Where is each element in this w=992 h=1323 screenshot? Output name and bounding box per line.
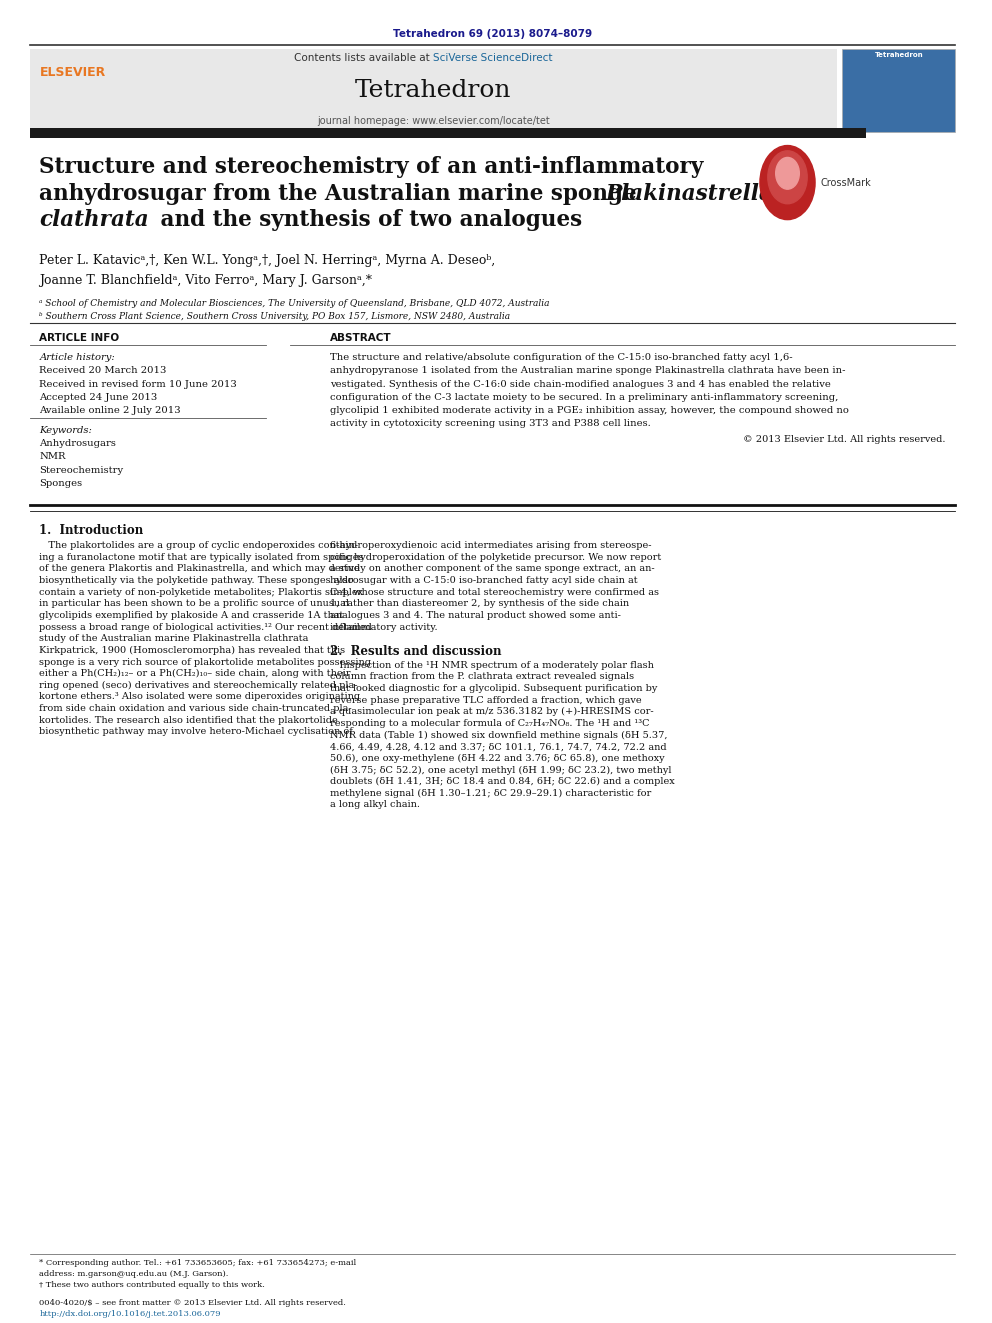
Text: methylene signal (δH 1.30–1.21; δC 29.9–29.1) characteristic for: methylene signal (δH 1.30–1.21; δC 29.9–… [329,789,651,798]
Text: in particular has been shown to be a prolific source of unusual: in particular has been shown to be a pro… [40,599,349,609]
Text: configuration of the C-3 lactate moiety to be secured. In a preliminary anti-inf: configuration of the C-3 lactate moiety … [329,393,838,402]
Text: activity in cytotoxicity screening using 3T3 and P388 cell lines.: activity in cytotoxicity screening using… [329,419,651,429]
Text: ᵇ Southern Cross Plant Science, Southern Cross University, PO Box 157, Lismore, : ᵇ Southern Cross Plant Science, Southern… [40,312,511,321]
Text: doublets (δH 1.41, 3H; δC 18.4 and 0.84, 6H; δC 22.6) and a complex: doublets (δH 1.41, 3H; δC 18.4 and 0.84,… [329,777,675,786]
Text: analogues 3 and 4. The natural product showed some anti-: analogues 3 and 4. The natural product s… [329,611,621,620]
Text: a study on another component of the same sponge extract, an an-: a study on another component of the same… [329,565,655,573]
Text: biosynthetic pathway may involve hetero-Michael cyclisation of: biosynthetic pathway may involve hetero-… [40,728,353,737]
Text: hydrosugar with a C-15:0 iso-branched fatty acyl side chain at: hydrosugar with a C-15:0 iso-branched fa… [329,576,638,585]
Text: ABSTRACT: ABSTRACT [329,333,392,344]
Text: Available online 2 July 2013: Available online 2 July 2013 [40,406,181,415]
Text: NMR: NMR [40,452,65,462]
Text: ARTICLE INFO: ARTICLE INFO [40,333,119,344]
Text: Article history:: Article history: [40,353,115,363]
Circle shape [768,151,807,204]
Text: SciVerse ScienceDirect: SciVerse ScienceDirect [434,53,553,64]
Text: NMR data (Table 1) showed six downfield methine signals (δH 5.37,: NMR data (Table 1) showed six downfield … [329,730,668,740]
Text: Plakinastrella: Plakinastrella [605,183,773,205]
Text: † These two authors contributed equally to this work.: † These two authors contributed equally … [40,1281,265,1289]
Text: 1, rather than diastereomer 2, by synthesis of the side chain: 1, rather than diastereomer 2, by synthe… [329,599,629,609]
Text: study of the Australian marine Plakinastrella clathrata: study of the Australian marine Plakinast… [40,634,309,643]
Text: responding to a molecular formula of C₂₇H₄₇NO₈. The ¹H and ¹³C: responding to a molecular formula of C₂₇… [329,718,650,728]
Text: ᵃ School of Chemistry and Molecular Biosciences, The University of Queensland, B: ᵃ School of Chemistry and Molecular Bios… [40,299,550,308]
Text: Tetrahedron: Tetrahedron [355,79,511,102]
Text: Keywords:: Keywords: [40,426,92,435]
Text: sponge is a very rich source of plakortolide metabolites possessing: sponge is a very rich source of plakorto… [40,658,371,667]
Text: biosynthetically via the polyketide pathway. These sponges also: biosynthetically via the polyketide path… [40,576,354,585]
Text: address: m.garson@uq.edu.au (M.J. Garson).: address: m.garson@uq.edu.au (M.J. Garson… [40,1270,229,1278]
Text: vestigated. Synthesis of the C-16:0 side chain-modified analogues 3 and 4 has en: vestigated. Synthesis of the C-16:0 side… [329,380,830,389]
Text: The structure and relative/absolute configuration of the C-15:0 iso-branched fat: The structure and relative/absolute conf… [329,353,793,363]
Circle shape [776,157,800,189]
Text: Tetrahedron: Tetrahedron [874,52,923,58]
Text: © 2013 Elsevier Ltd. All rights reserved.: © 2013 Elsevier Ltd. All rights reserved… [742,435,945,445]
Text: Kirkpatrick, 1900 (Homoscleromorpha) has revealed that this: Kirkpatrick, 1900 (Homoscleromorpha) has… [40,646,345,655]
Text: Joanne T. Blanchfieldᵃ, Vito Ferroᵃ, Mary J. Garsonᵃ,*: Joanne T. Blanchfieldᵃ, Vito Ferroᵃ, Mar… [40,274,372,287]
Text: and the synthesis of two analogues: and the synthesis of two analogues [153,209,581,232]
Text: Accepted 24 June 2013: Accepted 24 June 2013 [40,393,158,402]
Text: possess a broad range of biological activities.¹² Our recent detailed: possess a broad range of biological acti… [40,623,372,631]
Text: 6-hydroperoxydienoic acid intermediates arising from stereospe-: 6-hydroperoxydienoic acid intermediates … [329,541,652,550]
Text: journal homepage: www.elsevier.com/locate/tet: journal homepage: www.elsevier.com/locat… [316,116,550,127]
Text: reverse phase preparative TLC afforded a fraction, which gave: reverse phase preparative TLC afforded a… [329,696,642,705]
Text: (δH 3.75; δC 52.2), one acetyl methyl (δH 1.99; δC 23.2), two methyl: (δH 3.75; δC 52.2), one acetyl methyl (δ… [329,766,672,774]
Text: Anhydrosugars: Anhydrosugars [40,439,116,448]
Text: clathrata: clathrata [40,209,149,232]
Text: 1.  Introduction: 1. Introduction [40,524,144,537]
Text: Structure and stereochemistry of an anti-inflammatory: Structure and stereochemistry of an anti… [40,156,703,179]
Text: C-4, whose structure and total stereochemistry were confirmed as: C-4, whose structure and total stereoche… [329,587,659,597]
Text: a quasimolecular ion peak at m/z 536.3182 by (+)-HRESIMS cor-: a quasimolecular ion peak at m/z 536.318… [329,708,654,716]
Text: contain a variety of non-polyketide metabolites; Plakortis simplex: contain a variety of non-polyketide meta… [40,587,363,597]
Text: The plakortolides are a group of cyclic endoperoxides contain-: The plakortolides are a group of cyclic … [40,541,358,550]
Text: http://dx.doi.org/10.1016/j.tet.2013.06.079: http://dx.doi.org/10.1016/j.tet.2013.06.… [40,1310,221,1318]
FancyBboxPatch shape [841,49,955,132]
Text: a long alkyl chain.: a long alkyl chain. [329,800,420,810]
Text: either a Ph(CH₂)₁₂– or a Ph(CH₂)₁₀– side chain, along with their: either a Ph(CH₂)₁₂– or a Ph(CH₂)₁₀– side… [40,669,351,679]
Text: Received 20 March 2013: Received 20 March 2013 [40,366,167,376]
Text: ing a furanolactone motif that are typically isolated from sponges: ing a furanolactone motif that are typic… [40,553,364,562]
Text: from side chain oxidation and various side chain-truncated pla-: from side chain oxidation and various si… [40,704,352,713]
Text: * Corresponding author. Tel.: +61 733653605; fax: +61 733654273; e-mail: * Corresponding author. Tel.: +61 733653… [40,1259,357,1267]
Text: that looked diagnostic for a glycolipid. Subsequent purification by: that looked diagnostic for a glycolipid.… [329,684,657,693]
Text: Contents lists available at: Contents lists available at [294,53,434,64]
Text: inflammatory activity.: inflammatory activity. [329,623,437,631]
Text: Received in revised form 10 June 2013: Received in revised form 10 June 2013 [40,380,237,389]
Text: 0040-4020/$ – see front matter © 2013 Elsevier Ltd. All rights reserved.: 0040-4020/$ – see front matter © 2013 El… [40,1299,346,1307]
Text: Tetrahedron 69 (2013) 8074–8079: Tetrahedron 69 (2013) 8074–8079 [393,29,592,40]
Text: 2.  Results and discussion: 2. Results and discussion [329,644,501,658]
Text: Inspection of the ¹H NMR spectrum of a moderately polar flash: Inspection of the ¹H NMR spectrum of a m… [329,660,654,669]
Circle shape [760,146,815,220]
Text: 4.66, 4.49, 4.28, 4.12 and 3.37; δC 101.1, 76.1, 74.7, 74.2, 72.2 and: 4.66, 4.49, 4.28, 4.12 and 3.37; δC 101.… [329,742,667,751]
Text: anhydropyranose 1 isolated from the Australian marine sponge Plakinastrella clat: anhydropyranose 1 isolated from the Aust… [329,366,845,376]
Text: kortone ethers.³ Also isolated were some diperoxides originating: kortone ethers.³ Also isolated were some… [40,692,360,701]
Text: cific hydroperoxidation of the polyketide precursor. We now report: cific hydroperoxidation of the polyketid… [329,553,661,562]
Text: Stereochemistry: Stereochemistry [40,466,123,475]
FancyBboxPatch shape [30,49,836,132]
Text: ring opened (seco) derivatives and stereochemically related pla-: ring opened (seco) derivatives and stere… [40,681,358,689]
Bar [30,128,866,138]
Text: anhydrosugar from the Australian marine sponge: anhydrosugar from the Australian marine … [40,183,645,205]
Text: glycolipid 1 exhibited moderate activity in a PGE₂ inhibition assay, however, th: glycolipid 1 exhibited moderate activity… [329,406,848,415]
Text: Peter L. Katavicᵃ,†, Ken W.L. Yongᵃ,†, Joel N. Herringᵃ, Myrna A. Deseoᵇ,: Peter L. Katavicᵃ,†, Ken W.L. Yongᵃ,†, J… [40,254,496,267]
Text: CrossMark: CrossMark [821,177,872,188]
Text: of the genera Plakortis and Plakinastrella, and which may derive: of the genera Plakortis and Plakinastrel… [40,565,360,573]
Text: glycolipids exemplified by plakoside A and crasseride 1A that: glycolipids exemplified by plakoside A a… [40,611,344,620]
Text: Sponges: Sponges [40,479,82,488]
Text: ELSEVIER: ELSEVIER [40,66,105,79]
Text: kortolides. The research also identified that the plakortolide: kortolides. The research also identified… [40,716,338,725]
Text: 50.6), one oxy-methylene (δH 4.22 and 3.76; δC 65.8), one methoxy: 50.6), one oxy-methylene (δH 4.22 and 3.… [329,754,665,763]
Text: column fraction from the P. clathrata extract revealed signals: column fraction from the P. clathrata ex… [329,672,634,681]
